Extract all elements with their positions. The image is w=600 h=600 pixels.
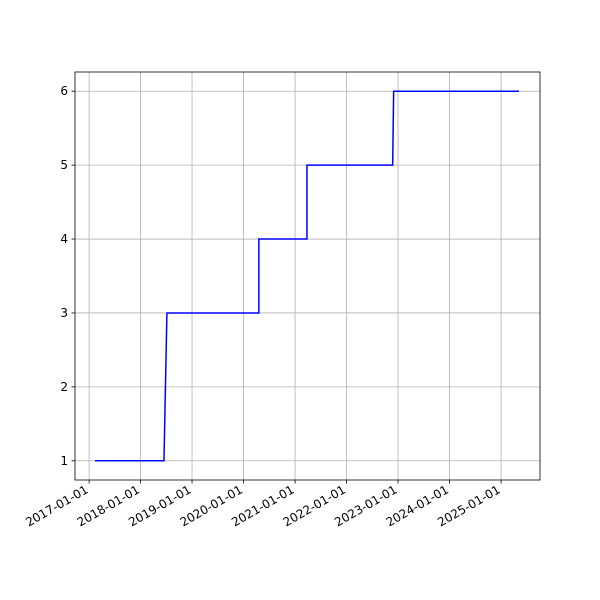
y-tick-label: 5 — [60, 158, 68, 172]
y-tick-label: 6 — [60, 84, 68, 98]
y-tick-label: 1 — [60, 454, 68, 468]
data-line — [95, 90, 519, 462]
y-tick-label: 4 — [60, 232, 68, 246]
plot-frame — [74, 71, 541, 481]
y-tick-label: 2 — [60, 380, 68, 394]
y-tick-label: 3 — [60, 306, 68, 320]
